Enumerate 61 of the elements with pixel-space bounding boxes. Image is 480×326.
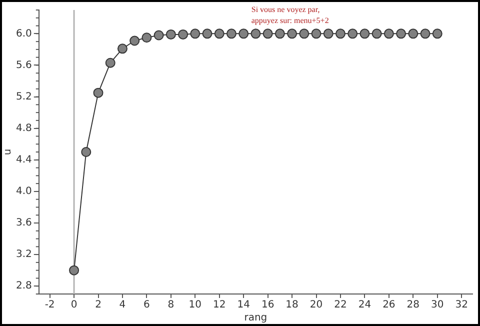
point (250, 28, 261, 39)
x-tick-label: 24 (358, 300, 372, 311)
point (93, 88, 104, 98)
point (166, 29, 176, 40)
x-tick-label: 8 (168, 300, 174, 311)
x-tick-label: 0 (70, 300, 78, 311)
x-tick-label: 2 (95, 300, 102, 311)
x-axis-title: rang (244, 312, 268, 324)
point (299, 28, 310, 39)
point (81, 147, 92, 157)
x-tick-label: 10 (188, 300, 202, 311)
point (287, 28, 298, 39)
point (69, 265, 80, 276)
point (202, 28, 212, 39)
point (396, 28, 406, 39)
y-tick-label: 4.4 (16, 154, 32, 166)
point (130, 36, 140, 46)
y-tick-label: 3.6 (16, 218, 32, 229)
y-tick-label: 5.6 (16, 60, 32, 71)
point (154, 30, 164, 40)
point (105, 58, 116, 68)
point (372, 28, 382, 39)
y-tick-label: 4.0 (16, 186, 32, 198)
point (117, 44, 128, 54)
x-tick-label: 28 (406, 300, 420, 311)
y-tick-label: 2.8 (16, 280, 32, 292)
point (408, 28, 418, 39)
x-tick-label: 26 (382, 300, 396, 311)
x-tick-label: 14 (237, 300, 250, 311)
x-tick-label: 32 (455, 300, 468, 311)
point (335, 28, 346, 39)
y-tick-label: 4.8 (16, 122, 32, 134)
x-tick-label: 16 (261, 300, 274, 311)
x-tick-label: 22 (334, 300, 347, 311)
point (348, 28, 358, 39)
x-tick-label: 30 (431, 300, 444, 311)
y-axis-title: u (2, 148, 14, 156)
x-tick-label: 6 (144, 300, 150, 311)
annotation: Si vous ne voyez par, appuyez sur: menu+5+2 (251, 5, 329, 26)
point (420, 28, 430, 39)
point (384, 28, 394, 39)
point (274, 28, 285, 39)
point (142, 32, 152, 43)
point (178, 29, 188, 40)
x-tick-label: 12 (213, 300, 226, 311)
y-tick-label: 5.2 (16, 91, 32, 102)
point (238, 28, 249, 39)
x-tick-label: 4 (119, 300, 126, 311)
point (214, 28, 224, 39)
y-tick-label: 3.2 (16, 249, 32, 260)
point (432, 28, 442, 39)
x-tick-label: -2 (44, 300, 55, 311)
y-tick-label: 6.0 (16, 28, 32, 40)
x-tick-label: 18 (286, 300, 298, 311)
point (226, 28, 236, 39)
point (190, 28, 200, 39)
point (360, 28, 370, 39)
point (311, 28, 322, 39)
point (262, 28, 273, 39)
point (323, 28, 334, 39)
x-tick-label: 20 (310, 300, 323, 311)
